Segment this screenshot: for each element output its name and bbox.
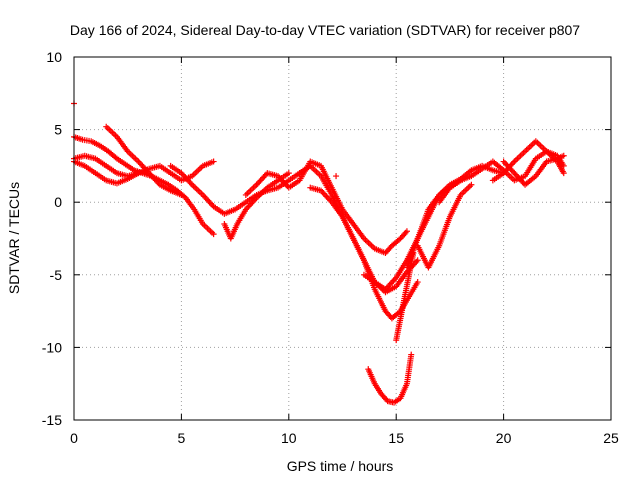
data-point (414, 279, 421, 286)
x-tick-label: 0 (70, 430, 78, 446)
grid (74, 57, 611, 420)
data-point (560, 152, 567, 159)
data-point (285, 170, 292, 177)
series-trace-11 (365, 351, 415, 406)
data-point (408, 351, 415, 358)
data-point (210, 231, 217, 238)
series-trace-4 (71, 158, 142, 187)
chart-title: Day 166 of 2024, Sidereal Day-to-day VTE… (70, 22, 580, 38)
x-tick-label: 5 (178, 430, 186, 446)
y-tick-label: 0 (54, 194, 62, 210)
series-trace-3 (103, 123, 185, 198)
data-point (403, 228, 410, 235)
axis-ticks: 0 5 10 15 20 25 -15 -10 -5 0 5 10 (42, 49, 619, 446)
plot-frame (73, 56, 612, 421)
data-point (468, 181, 475, 188)
y-tick-label: -5 (50, 267, 63, 283)
data-point (178, 191, 185, 198)
series-trace-14 (414, 181, 475, 271)
x-tick-label: 25 (603, 430, 619, 446)
data-points (71, 100, 567, 406)
x-tick-label: 20 (496, 430, 512, 446)
y-axis-label: SDTVAR / TECUs (6, 182, 22, 294)
series-trace-17 (500, 152, 567, 188)
x-tick-label: 15 (388, 430, 404, 446)
x-tick-label: 10 (281, 430, 297, 446)
data-point (135, 170, 142, 177)
data-point (414, 257, 421, 264)
y-tick-label: 5 (54, 122, 62, 138)
y-tick-label: -10 (42, 339, 62, 355)
series-trace-1 (71, 133, 217, 238)
y-tick-label: -15 (42, 412, 62, 428)
series-trace-15 (436, 148, 567, 206)
data-point (560, 170, 567, 177)
data-point (333, 173, 340, 180)
data-point (210, 158, 217, 165)
x-axis-label: GPS time / hours (287, 458, 394, 474)
y-tick-label: 10 (46, 49, 62, 65)
